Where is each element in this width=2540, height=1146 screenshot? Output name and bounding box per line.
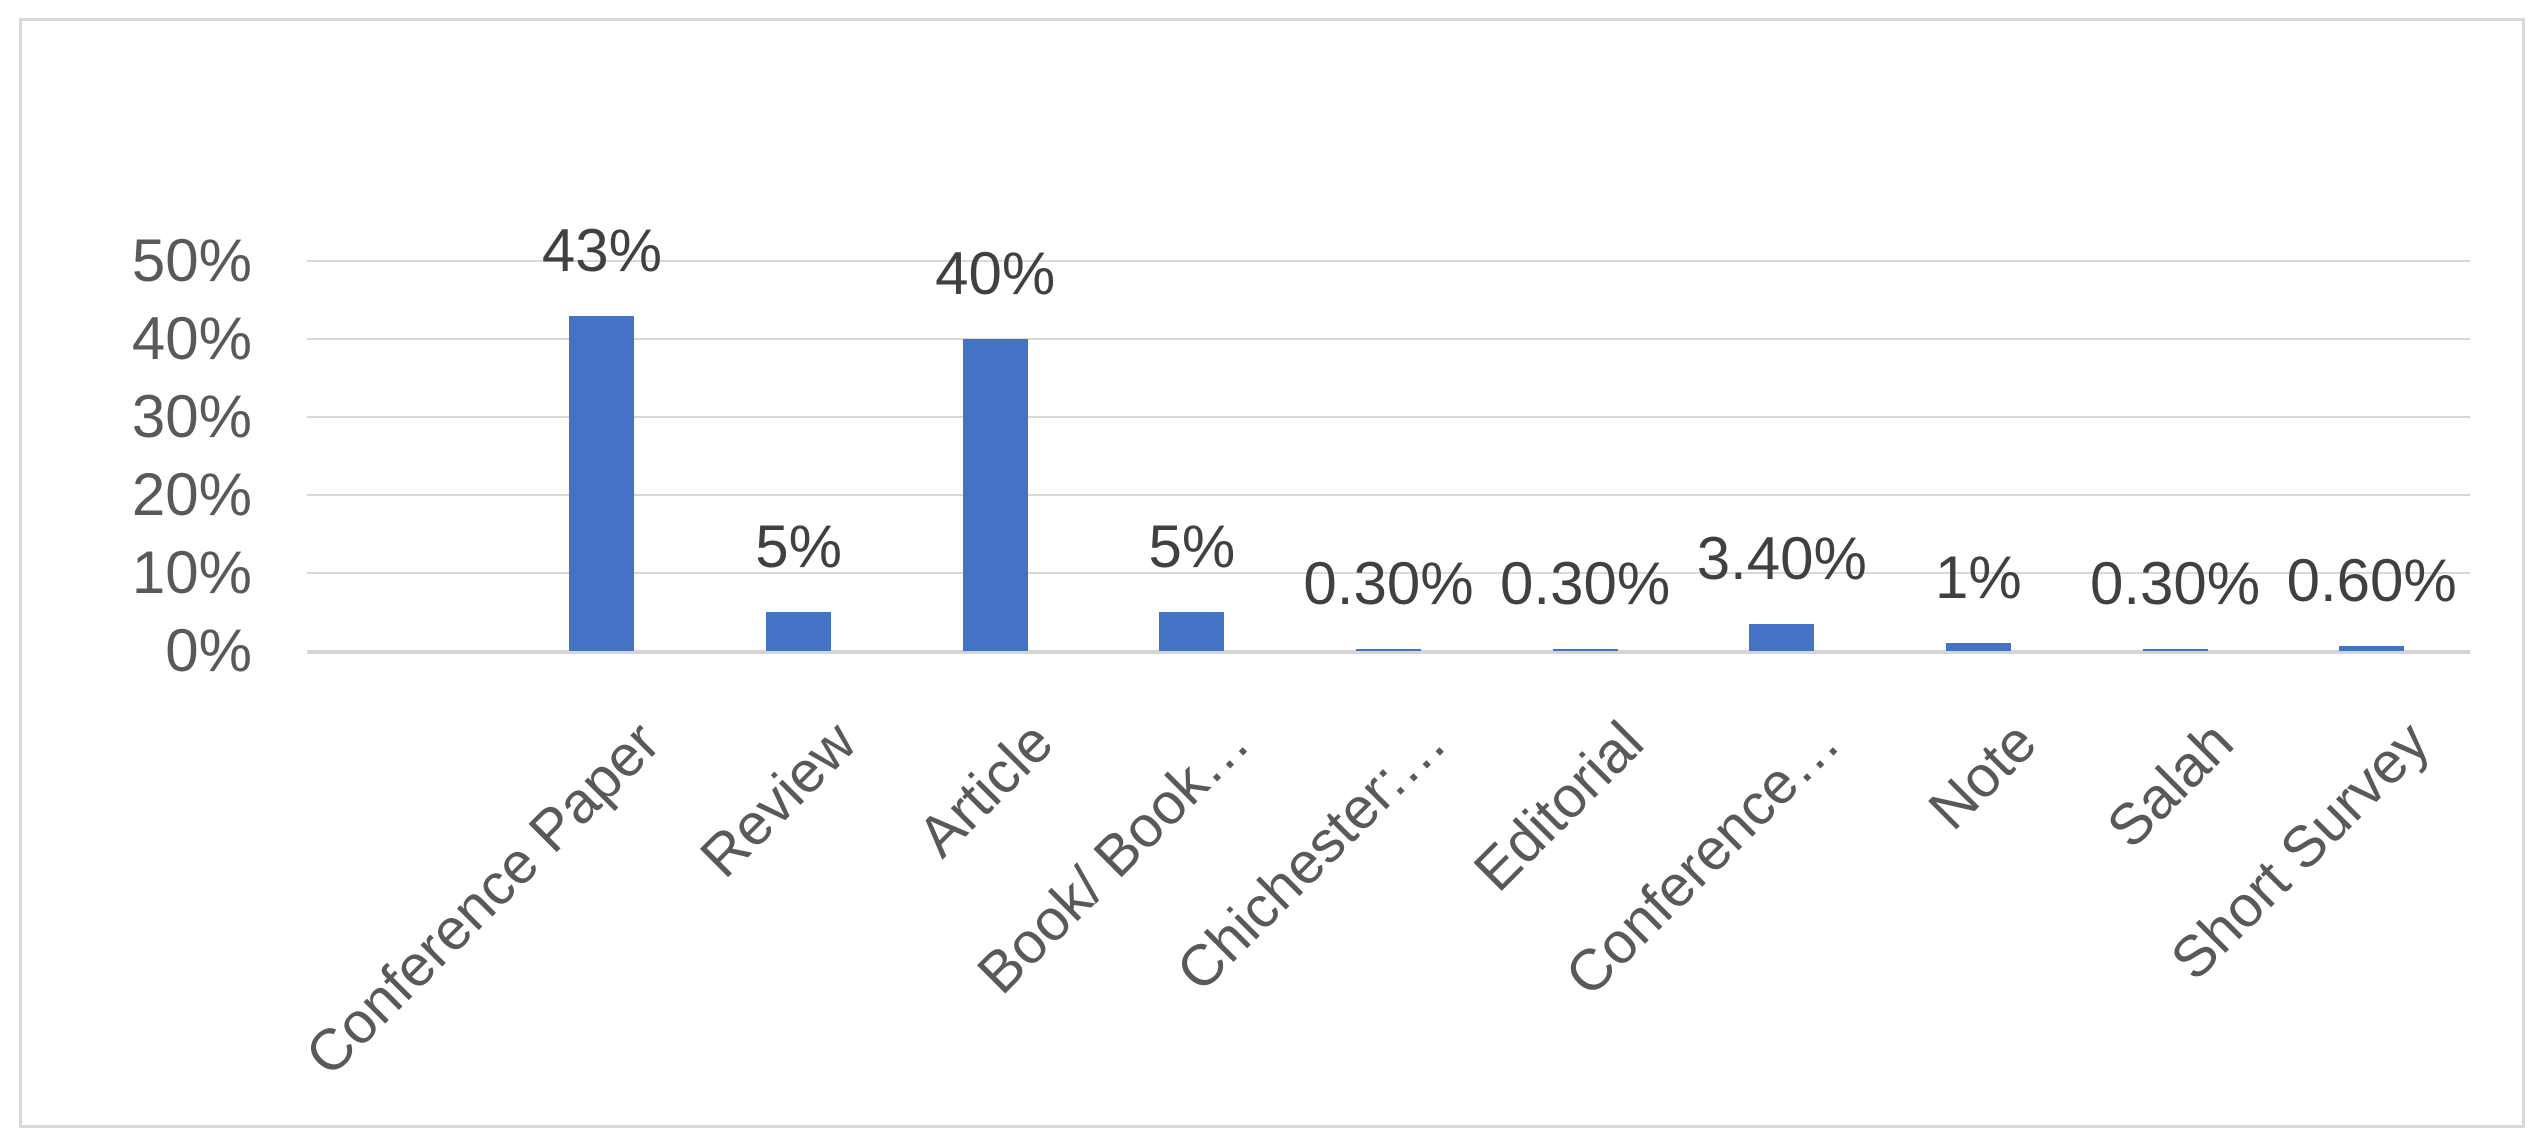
bar — [2142, 648, 2208, 651]
bar-value-label: 40% — [935, 240, 1056, 307]
bar — [1552, 648, 1618, 651]
bar-value-label: 0.60% — [2286, 547, 2457, 615]
bar-value-label: 43% — [541, 216, 662, 284]
y-axis-tick-label: 0% — [165, 617, 252, 684]
bar — [1159, 612, 1225, 651]
bar-value-label: 3.40% — [1696, 525, 1867, 593]
bar-value-label: 0.30% — [2089, 549, 2261, 617]
bar-value-label: 0.30% — [1303, 549, 1474, 617]
y-axis-tick-label: 20% — [131, 461, 252, 528]
gridline — [307, 338, 2470, 340]
gridline — [307, 494, 2470, 496]
bar — [2339, 646, 2405, 651]
y-axis-tick-label: 10% — [131, 539, 252, 606]
bar-value-label: 0.30% — [1500, 549, 1671, 617]
gridline — [307, 416, 2470, 418]
y-axis-tick-label: 40% — [131, 305, 252, 372]
y-axis-tick-label: 50% — [131, 227, 252, 294]
y-axis-tick-label: 30% — [131, 383, 252, 450]
gridline — [307, 572, 2470, 574]
gridline — [307, 650, 2470, 654]
bar — [569, 315, 635, 651]
bar-value-label: 5% — [1148, 513, 1236, 580]
bar — [962, 339, 1028, 651]
bar — [1945, 643, 2011, 651]
bar — [1356, 648, 1421, 651]
gridline — [307, 260, 2470, 262]
bar-value-label: 1% — [1935, 544, 2022, 612]
bar — [1749, 624, 1815, 651]
bar — [766, 612, 832, 651]
bar-value-label: 5% — [755, 513, 842, 580]
